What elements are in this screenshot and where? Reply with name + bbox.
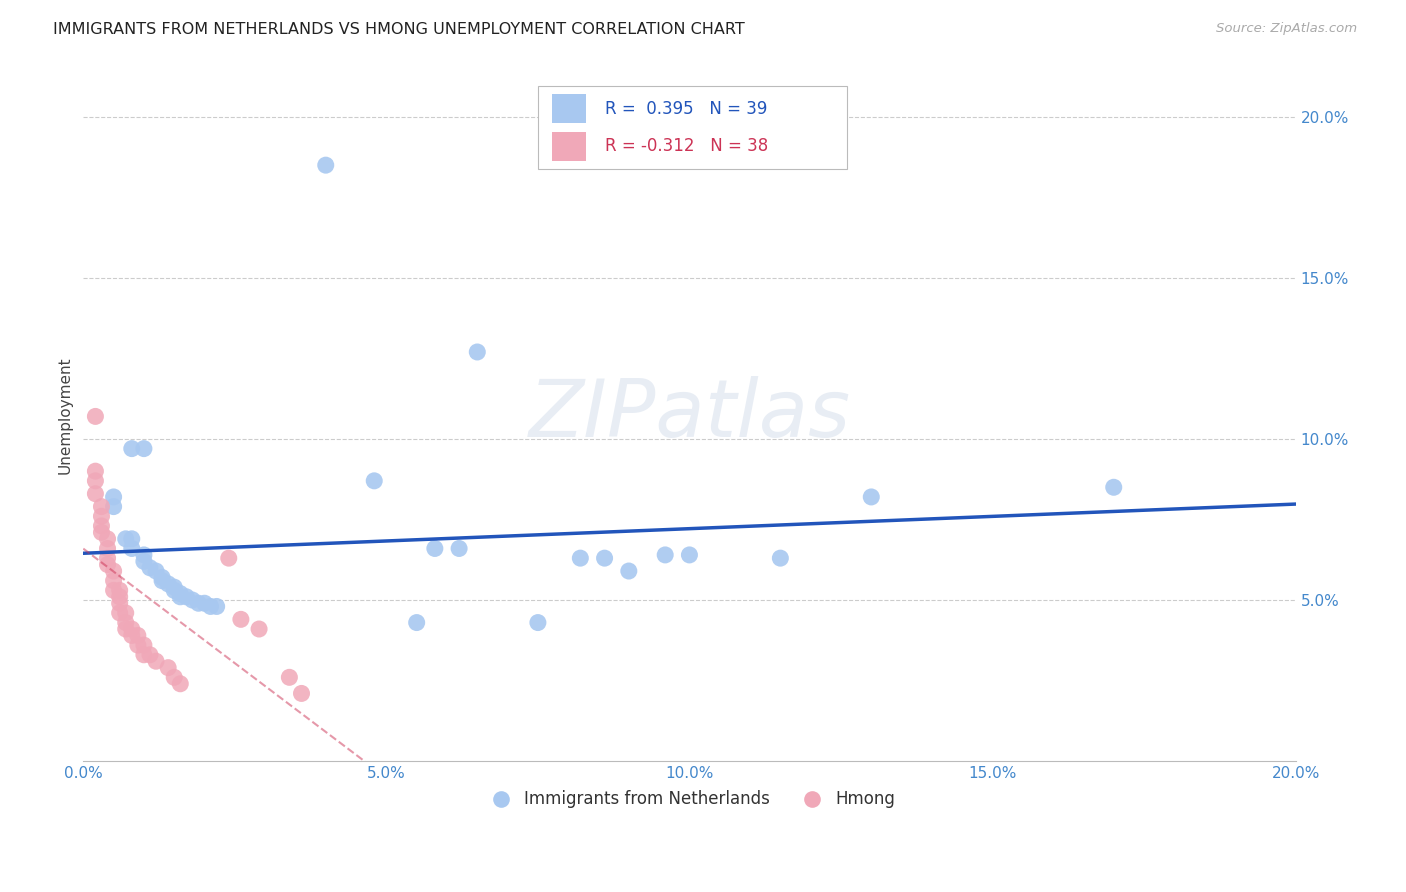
Point (363, 474, 385, 488)
Point (84, 486, 107, 500)
Point (145, 564, 167, 578)
Y-axis label: Unemployment: Unemployment (58, 356, 72, 474)
Point (108, 596, 131, 610)
Point (169, 590, 191, 604)
Point (114, 615, 136, 630)
Point (121, 628, 143, 642)
Point (218, 551, 240, 566)
Legend: Immigrants from Netherlands, Hmong: Immigrants from Netherlands, Hmong (478, 784, 901, 815)
FancyBboxPatch shape (553, 95, 586, 123)
Point (84, 464, 107, 478)
Point (114, 622, 136, 636)
Point (127, 638, 149, 652)
Point (187, 596, 209, 610)
Text: R =  0.395   N = 39: R = 0.395 N = 39 (605, 100, 766, 118)
FancyBboxPatch shape (553, 131, 586, 161)
Point (200, 599, 222, 614)
Point (163, 670, 186, 684)
Point (132, 442, 155, 456)
Point (132, 554, 155, 568)
Point (290, 686, 312, 700)
Point (121, 442, 143, 456)
Text: R = -0.312   N = 38: R = -0.312 N = 38 (605, 137, 768, 155)
Point (96, 541, 118, 556)
Point (315, 158, 337, 172)
Point (569, 551, 592, 566)
Point (527, 615, 550, 630)
Point (132, 548, 155, 562)
Point (132, 638, 155, 652)
Point (108, 590, 131, 604)
Point (121, 532, 143, 546)
Point (103, 490, 125, 504)
Point (423, 541, 446, 556)
Point (769, 551, 792, 566)
Point (84, 409, 107, 424)
Point (145, 654, 167, 668)
Point (90, 519, 112, 533)
Point (465, 345, 488, 359)
Point (103, 574, 125, 588)
Point (678, 548, 700, 562)
Point (127, 628, 149, 642)
Point (449, 541, 471, 556)
Point (181, 593, 204, 607)
Point (132, 648, 155, 662)
Point (163, 580, 186, 594)
Point (96, 532, 118, 546)
Point (617, 564, 640, 578)
Point (90, 500, 112, 514)
Point (103, 500, 125, 514)
Point (176, 590, 198, 604)
Point (108, 606, 131, 620)
Point (114, 532, 136, 546)
Point (84, 474, 107, 488)
Text: Source: ZipAtlas.com: Source: ZipAtlas.com (1216, 22, 1357, 36)
Point (139, 561, 162, 575)
Point (103, 564, 125, 578)
Point (405, 615, 427, 630)
Point (108, 583, 131, 598)
Point (96, 551, 118, 566)
Point (90, 509, 112, 524)
Text: IMMIGRANTS FROM NETHERLANDS VS HMONG UNEMPLOYMENT CORRELATION CHART: IMMIGRANTS FROM NETHERLANDS VS HMONG UNE… (53, 22, 745, 37)
Point (96, 558, 118, 572)
Text: ZIPatlas: ZIPatlas (529, 376, 851, 454)
Point (654, 548, 676, 562)
Point (157, 661, 180, 675)
Point (121, 622, 143, 636)
Point (103, 583, 125, 598)
Point (860, 490, 883, 504)
Point (247, 622, 270, 636)
Point (278, 670, 301, 684)
Point (114, 606, 136, 620)
Point (1102, 480, 1125, 494)
Point (169, 586, 191, 600)
Point (90, 525, 112, 540)
Point (163, 583, 186, 598)
Point (593, 551, 616, 566)
Point (150, 574, 173, 588)
Point (205, 599, 228, 614)
Point (193, 596, 215, 610)
Point (169, 677, 191, 691)
Point (229, 612, 252, 626)
Point (157, 577, 180, 591)
FancyBboxPatch shape (538, 86, 846, 169)
Point (139, 648, 162, 662)
Point (121, 541, 143, 556)
Point (150, 570, 173, 584)
